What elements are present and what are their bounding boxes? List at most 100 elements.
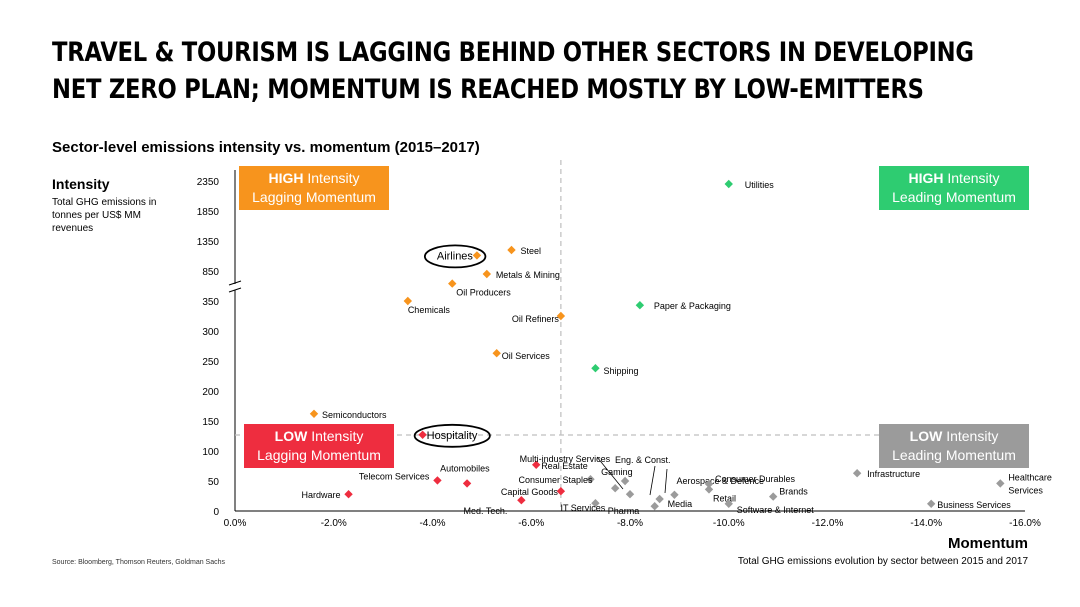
data-label: Infrastructure <box>867 469 920 479</box>
data-point-capital-goods <box>556 487 566 496</box>
quadrant-high-lagging-line2: Lagging Momentum <box>252 189 376 205</box>
leader-line <box>596 456 624 490</box>
y-axis-description: Total GHG emissions in tonnes per US$ MM… <box>52 197 157 234</box>
data-label: Business Services <box>937 500 1011 510</box>
x-tick-label: -16.0% <box>1009 518 1041 529</box>
data-label: Telecom Services <box>359 471 430 481</box>
y-tick-label: 1350 <box>197 237 220 248</box>
data-point-chemicals <box>403 296 413 306</box>
data-label: Software & Internet <box>737 505 815 515</box>
source-note: Source: Bloomberg, Thomson Reuters, Gold… <box>52 559 226 566</box>
data-point-steel <box>507 245 516 255</box>
data-point-automobiles <box>462 479 472 488</box>
data-point-healthcare-services <box>996 479 1005 488</box>
y-tick-label: 300 <box>202 327 219 338</box>
data-point-pharma <box>650 502 659 511</box>
quadrant-low-leading-bold: LOW <box>909 428 943 444</box>
x-tick-label: -12.0% <box>812 518 844 529</box>
data-point-oil-services <box>492 349 501 358</box>
data-point-airlines <box>472 251 482 260</box>
data-label: Eng. & Const. <box>615 455 671 465</box>
data-label: Consumer Staples <box>518 475 593 485</box>
data-point-brands <box>768 492 778 501</box>
x-axis-title: Momentum <box>948 535 1028 552</box>
data-label: Brands <box>779 487 808 497</box>
quadrant-low-lagging-line2: Lagging Momentum <box>257 447 381 463</box>
data-point-media <box>655 494 664 504</box>
y-tick-label: 350 <box>202 297 219 308</box>
quadrant-high-leading: HIGH Intensity Leading Momentum <box>879 166 1029 210</box>
data-label: Oil Producers <box>456 288 511 298</box>
x-tick-label: 0.0% <box>224 518 247 529</box>
highlighted-label: Airlines <box>437 250 474 262</box>
quadrant-low-lagging-bold: LOW <box>274 428 308 444</box>
quadrant-high-lagging-bold: HIGH <box>268 170 304 186</box>
data-label: Services <box>1008 485 1043 495</box>
axis-break-mark-1 <box>228 280 242 286</box>
data-point-eng-const- <box>625 490 635 499</box>
axis-break-mark-2 <box>228 287 242 293</box>
data-label: Oil Services <box>502 351 551 361</box>
data-label: Semiconductors <box>322 410 387 420</box>
data-label: Real Estate <box>541 461 588 471</box>
data-point-consumer-staples <box>586 475 595 484</box>
data-label: Chemicals <box>408 305 451 315</box>
data-point-retail <box>704 485 714 494</box>
data-point-aerospace-defence <box>670 490 679 499</box>
quadrant-high-leading-rest: Intensity <box>943 170 1000 186</box>
data-point-oil-refiners <box>556 311 566 321</box>
data-label: Healthcare <box>1008 472 1052 482</box>
y-tick-label: 250 <box>202 357 219 368</box>
quadrant-high-leading-line2: Leading Momentum <box>892 189 1016 205</box>
leader-line <box>664 468 668 494</box>
x-tick-label: -14.0% <box>910 518 942 529</box>
y-tick-label: 1850 <box>197 207 220 218</box>
title-line-2: NET ZERO PLAN; MOMENTUM IS REACHED MOSTL… <box>52 74 924 105</box>
data-label: Utilities <box>745 180 775 190</box>
data-label: Automobiles <box>440 463 490 473</box>
data-label: Capital Goods <box>501 487 559 497</box>
data-label: Shipping <box>603 366 638 376</box>
y-tick-label: 200 <box>202 387 219 398</box>
data-point-metals-mining <box>482 269 492 279</box>
y-tick-label: 850 <box>202 267 219 278</box>
data-point-med-tech- <box>517 496 526 505</box>
data-point-utilities <box>724 179 733 189</box>
page-title: TRAVEL & TOURISM IS LAGGING BEHIND OTHER… <box>52 34 974 108</box>
quadrant-high-lagging-rest: Intensity <box>303 170 360 186</box>
title-line-1: TRAVEL & TOURISM IS LAGGING BEHIND OTHER… <box>52 37 974 68</box>
data-point-infrastructure <box>852 469 862 478</box>
quadrant-low-lagging: LOW Intensity Lagging Momentum <box>244 424 394 468</box>
data-label: Oil Refiners <box>512 314 560 324</box>
data-label: Med. Tech. <box>464 506 508 516</box>
x-tick-label: -2.0% <box>321 518 347 529</box>
y-tick-label: 2350 <box>197 177 220 188</box>
data-label: Hardware <box>302 490 341 500</box>
data-label: Paper & Packaging <box>654 301 731 311</box>
data-label: Gaming <box>601 467 633 477</box>
data-point-paper-packaging <box>635 301 645 310</box>
data-label: IT Services <box>560 503 605 513</box>
highlight-ellipse <box>423 244 487 269</box>
data-label: Aerospace & Defence <box>676 476 764 486</box>
data-point-hospitality <box>418 430 427 439</box>
leader-line <box>649 465 656 496</box>
data-label: Media <box>668 499 693 509</box>
data-point-oil-producers <box>448 279 457 288</box>
y-tick-label: 0 <box>213 507 219 518</box>
y-axis-title: Intensity <box>52 176 110 192</box>
data-label: Pharma <box>608 506 640 516</box>
quadrant-high-leading-bold: HIGH <box>908 170 944 186</box>
data-label: Multi-industry Services <box>520 454 611 464</box>
quadrant-high-lagging: HIGH Intensity Lagging Momentum <box>239 166 389 210</box>
data-point-telecom-services <box>433 476 442 485</box>
x-tick-label: -8.0% <box>617 518 643 529</box>
data-point-hardware <box>344 490 353 499</box>
data-label: Metals & Mining <box>496 270 560 280</box>
data-point-business-services <box>926 499 936 508</box>
data-point-software-internet <box>724 499 733 508</box>
data-point-real-estate <box>531 460 541 469</box>
chart-subtitle: Sector-level emissions intensity vs. mom… <box>52 139 480 156</box>
highlighted-label: Hospitality <box>427 430 478 442</box>
